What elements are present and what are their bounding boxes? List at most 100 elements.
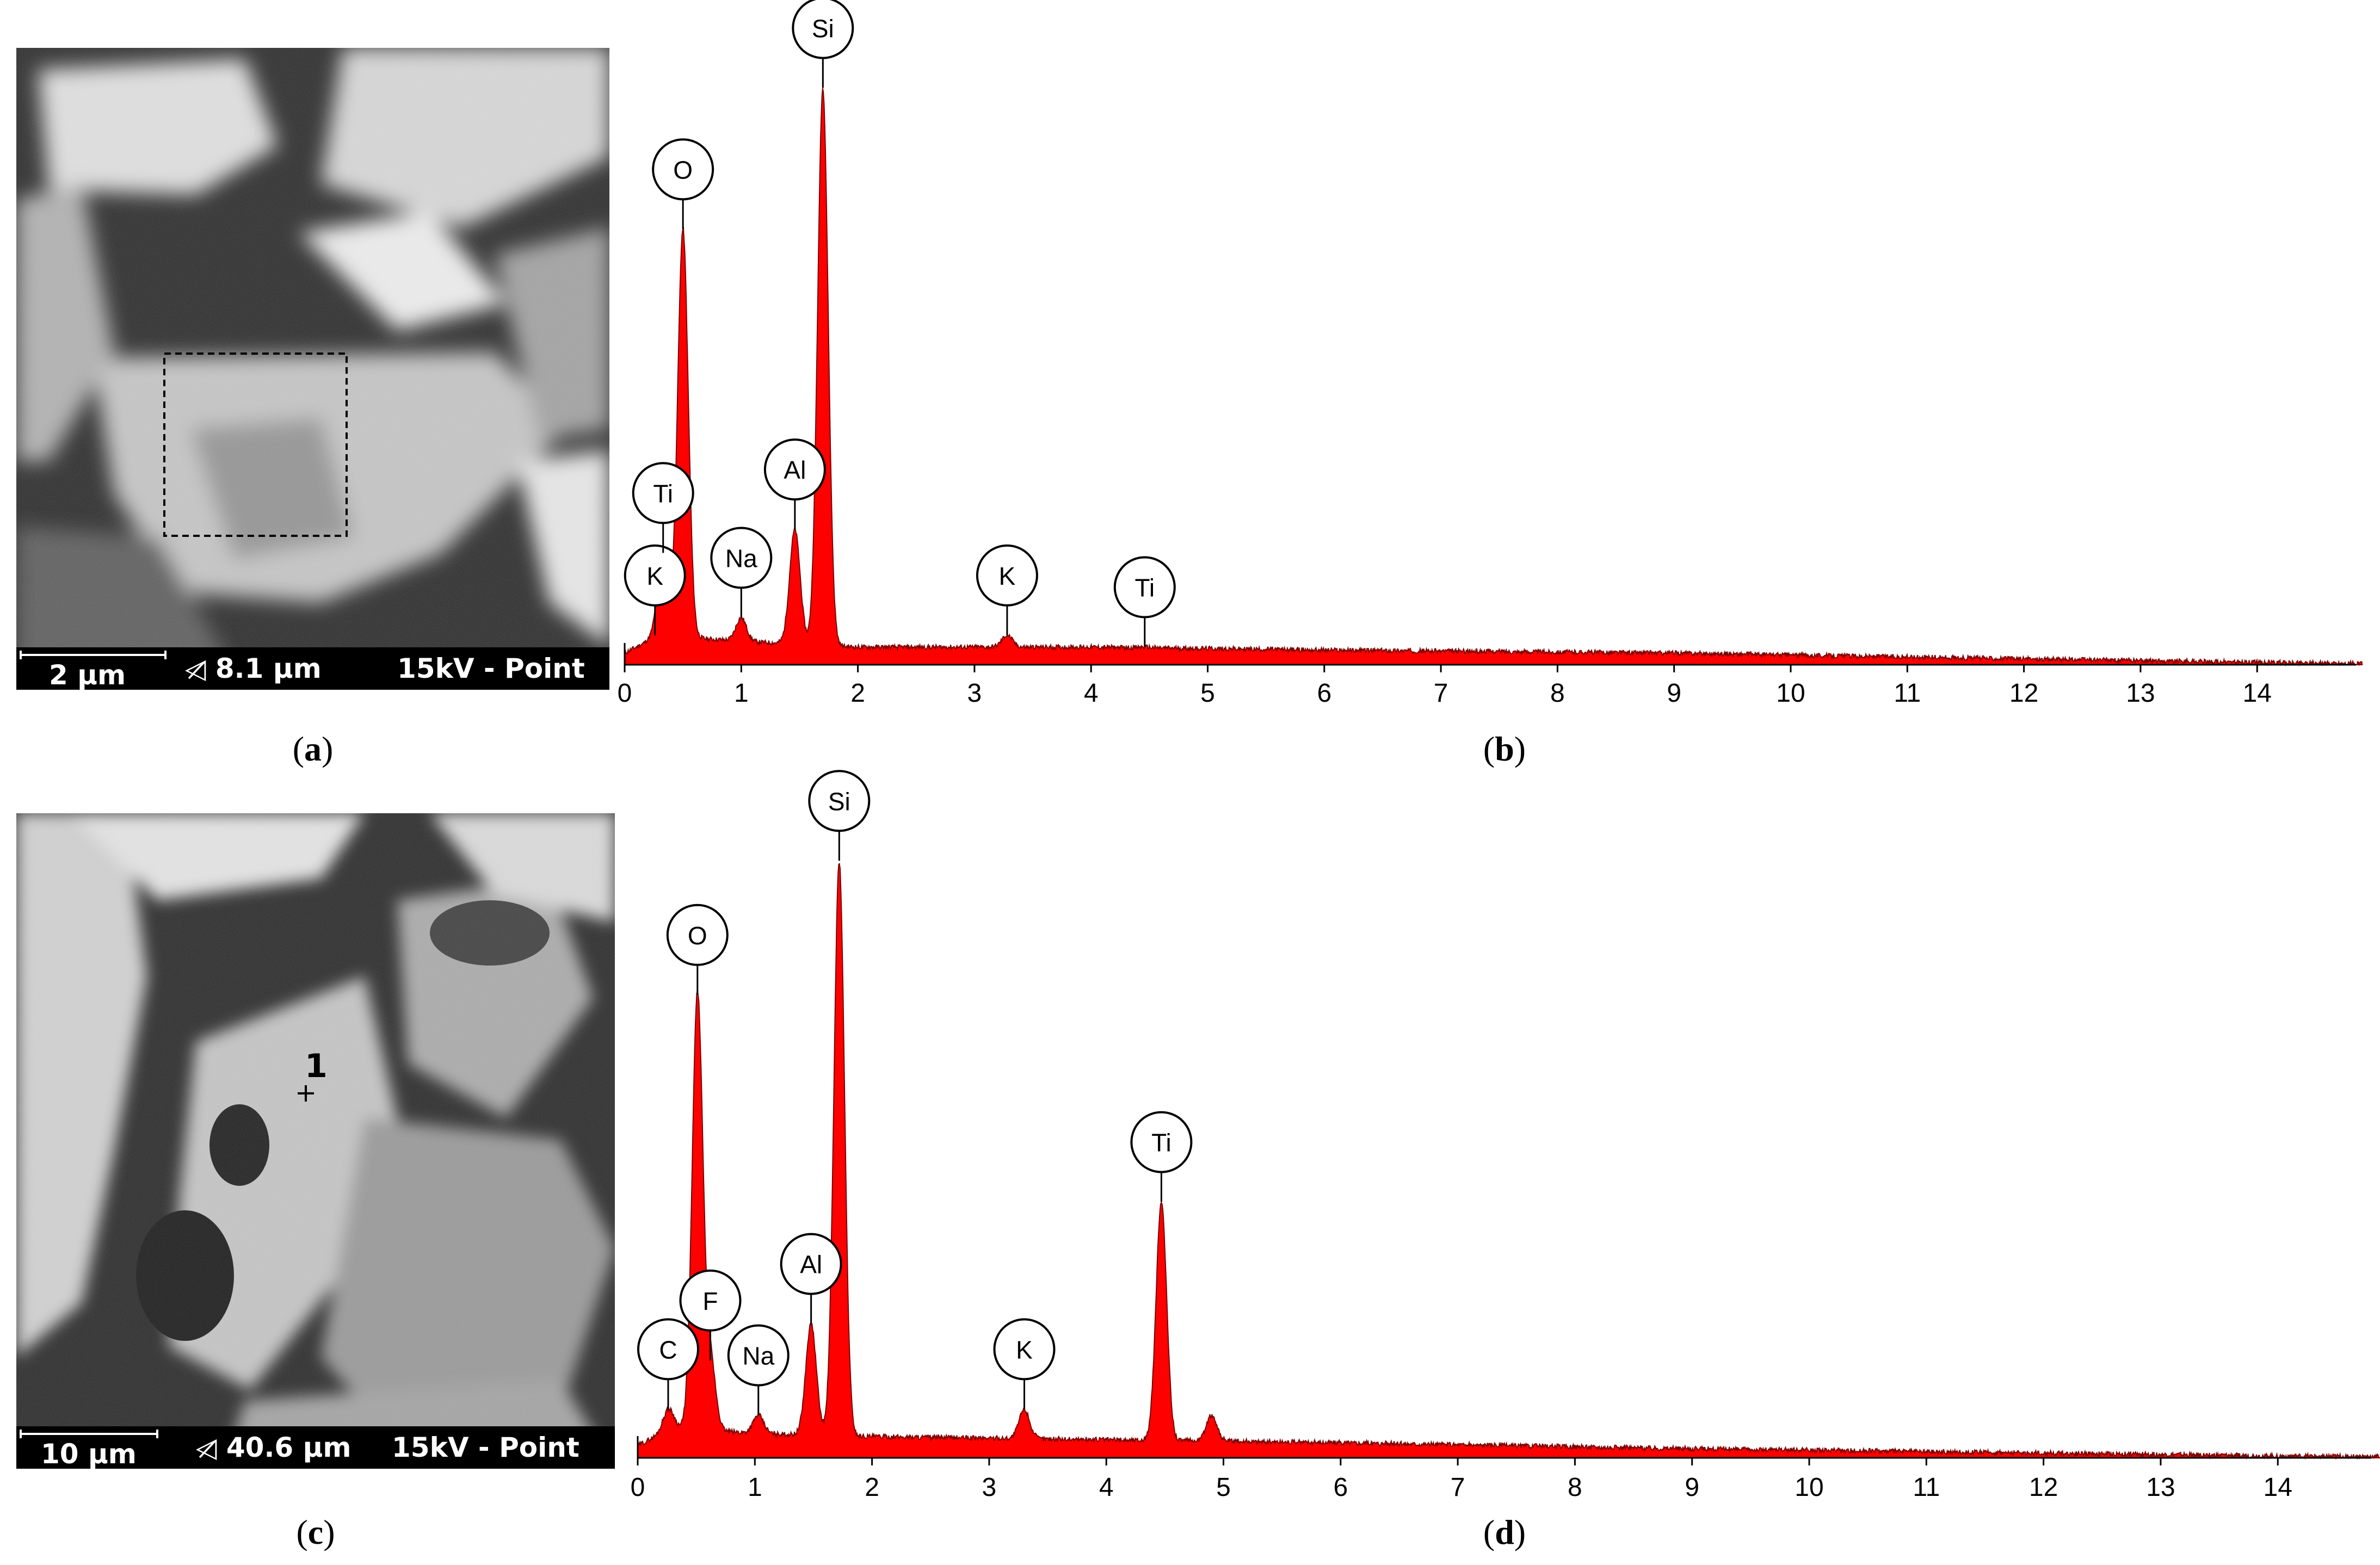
x-tick-d-1: 1	[748, 1458, 762, 1502]
svg-text:Si: Si	[828, 787, 850, 815]
scale-bar-label-a: 2 µm	[49, 659, 126, 690]
x-tick-b-14: 14	[2243, 665, 2272, 708]
x-tick-label: 13	[2146, 1473, 2175, 1502]
x-tick-d-13: 13	[2146, 1458, 2175, 1502]
x-tick-label: 11	[1894, 679, 1921, 708]
field-of-view-c: ◁̷ 40.6 µm	[196, 1432, 352, 1463]
x-tick-d-14: 14	[2264, 1458, 2292, 1502]
spectrum-area-b	[624, 88, 2363, 667]
x-tick-label: 7	[1451, 1473, 1465, 1502]
x-tick-b-0: 0	[618, 665, 632, 708]
x-tick-label: 13	[2126, 679, 2155, 708]
x-tick-label: 9	[1685, 1473, 1699, 1502]
peak-label-d-si-5: Si	[808, 770, 871, 861]
x-tick-d-5: 5	[1216, 1458, 1231, 1502]
peak-label-d-na-3: Na	[727, 1324, 790, 1415]
x-tick-label: 14	[2264, 1473, 2292, 1502]
x-tick-label: 6	[1317, 679, 1331, 708]
peak-label-b-o-2: O	[652, 138, 714, 230]
field-of-view-a: ◁̷ 8.1 µm	[185, 653, 322, 684]
scale-bar-label-c: 10 µm	[41, 1438, 137, 1469]
x-tick-d-11: 11	[1913, 1458, 1940, 1502]
peak-label-b-ti-7: Ti	[1113, 556, 1176, 647]
x-tick-label: 4	[1099, 1473, 1114, 1502]
x-tick-b-2: 2	[850, 665, 865, 708]
x-tick-b-1: 1	[734, 665, 749, 708]
x-tick-d-2: 2	[865, 1458, 879, 1502]
point-marker-label: 1	[305, 1047, 328, 1085]
peak-label-b-ti-1: Ti	[632, 462, 694, 553]
scale-bar-c	[20, 1430, 158, 1438]
x-tick-label: 9	[1667, 679, 1681, 708]
sem-texture-a	[16, 48, 609, 690]
panel-label-c: (c)	[296, 1513, 335, 1551]
sem-info-bar-c: 10 µm ◁̷ 40.6 µm 15kV - Point	[16, 1426, 615, 1469]
sem-image-a: 2 µm ◁̷ 8.1 µm 15kV - Point	[16, 48, 609, 690]
x-tick-label: 12	[2009, 679, 2038, 708]
x-tick-b-11: 11	[1894, 665, 1921, 708]
sem-info-bar-a: 2 µm ◁̷ 8.1 µm 15kV - Point	[16, 647, 609, 690]
x-tick-label: 2	[850, 679, 865, 708]
svg-text:Na: Na	[742, 1342, 774, 1370]
svg-text:K: K	[1016, 1335, 1033, 1364]
x-tick-label: 0	[631, 1473, 645, 1502]
peak-label-b-si-5: Si	[792, 0, 854, 88]
x-tick-label: 6	[1333, 1473, 1348, 1502]
svg-text:Ti: Ti	[1151, 1129, 1171, 1157]
scale-bar-a	[20, 651, 167, 659]
x-tick-b-6: 6	[1317, 665, 1331, 708]
x-tick-label: 10	[1776, 679, 1805, 708]
x-tick-d-7: 7	[1451, 1458, 1465, 1502]
eds-spectrum-b: 0 1 2 3 4 5 6 7 8 9 10 11 12 13 14 K Ti O Na Al Si K Ti	[0, 0, 2380, 762]
peak-label-b-k-0: K	[624, 544, 686, 635]
x-tick-b-8: 8	[1550, 665, 1565, 708]
x-tick-label: 8	[1568, 1473, 1582, 1502]
svg-text:Al: Al	[784, 456, 806, 484]
x-tick-label: 14	[2243, 679, 2272, 708]
peak-label-d-ti-7: Ti	[1130, 1111, 1193, 1202]
x-tick-label: 0	[618, 679, 632, 708]
x-tick-b-5: 5	[1200, 665, 1215, 708]
sem-texture-c	[16, 813, 615, 1469]
x-tick-label: 11	[1913, 1473, 1940, 1502]
x-tick-d-0: 0	[631, 1458, 645, 1502]
x-tick-d-3: 3	[982, 1458, 997, 1502]
x-tick-label: 4	[1084, 679, 1099, 708]
svg-text:Ti: Ti	[1134, 574, 1155, 602]
x-tick-b-9: 9	[1667, 665, 1681, 708]
svg-text:Na: Na	[725, 544, 757, 572]
sem-image-c: 1 10 µm ◁̷ 40.6 µm 15kV - Point	[16, 813, 615, 1469]
svg-text:O: O	[688, 921, 707, 950]
x-tick-b-7: 7	[1434, 665, 1448, 708]
svg-text:K: K	[646, 562, 663, 590]
peak-label-d-f-2: F	[679, 1269, 742, 1360]
svg-text:C: C	[659, 1335, 677, 1364]
x-tick-label: 1	[734, 679, 749, 708]
x-tick-label: 8	[1550, 679, 1565, 708]
panel-label-a: (a)	[292, 729, 334, 768]
x-tick-b-13: 13	[2126, 665, 2155, 708]
x-tick-label: 10	[1795, 1473, 1823, 1502]
x-tick-b-10: 10	[1776, 665, 1805, 708]
spectrum-area-d	[637, 863, 2380, 1460]
x-tick-d-10: 10	[1795, 1458, 1824, 1502]
x-tick-d-9: 9	[1685, 1458, 1699, 1502]
roi-rectangle	[163, 352, 348, 537]
x-tick-label: 1	[748, 1473, 762, 1502]
x-tick-label: 5	[1216, 1473, 1231, 1502]
x-tick-label: 2	[865, 1473, 879, 1502]
x-tick-label: 7	[1434, 679, 1448, 708]
svg-text:K: K	[999, 562, 1016, 590]
x-tick-d-4: 4	[1099, 1458, 1114, 1502]
svg-text:Si: Si	[812, 15, 834, 43]
peak-label-d-al-4: Al	[780, 1233, 842, 1324]
x-tick-b-12: 12	[2009, 665, 2038, 708]
x-tick-label: 3	[982, 1473, 997, 1502]
acquisition-mode-c: 15kV - Point	[392, 1432, 579, 1463]
x-tick-b-3: 3	[967, 665, 982, 708]
svg-text:O: O	[673, 156, 693, 184]
peak-label-d-c-0: C	[637, 1318, 699, 1409]
